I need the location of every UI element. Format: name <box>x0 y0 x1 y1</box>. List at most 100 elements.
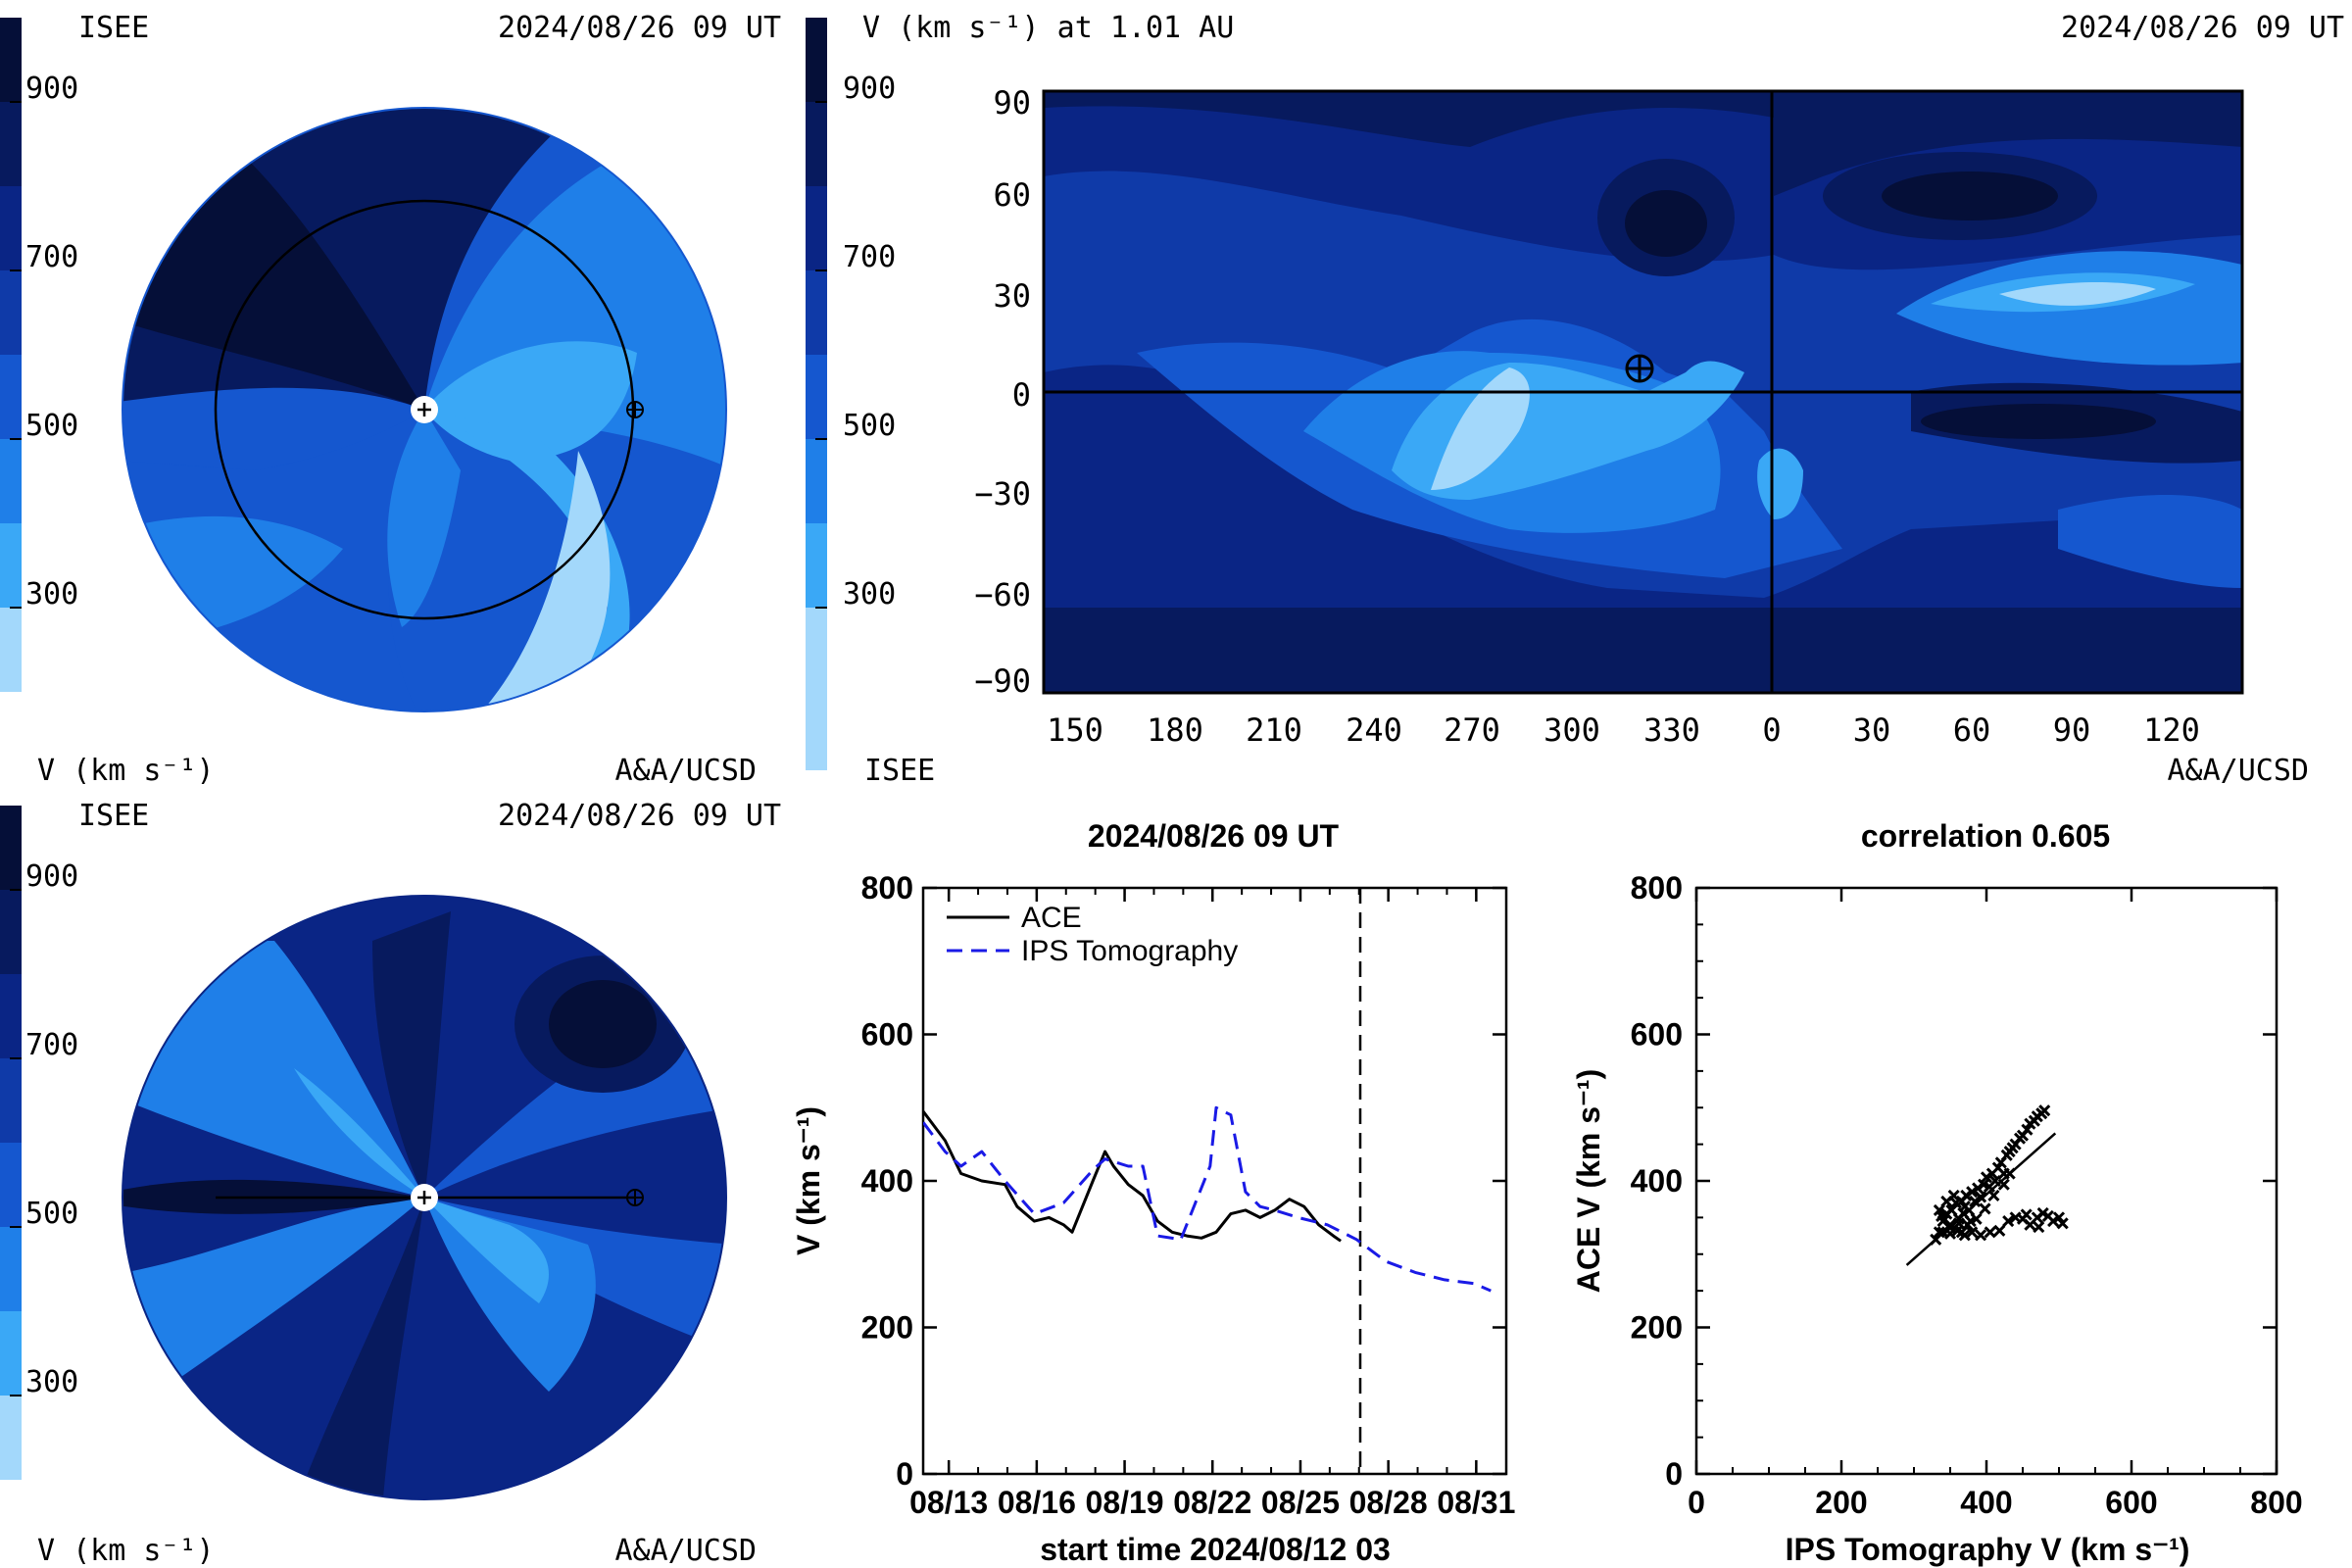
legend-label: IPS Tomography <box>1021 935 1238 967</box>
x-tick-label: 08/13 <box>909 1485 988 1520</box>
time-series-chart: 2024/08/26 09 UT ACE IPS Tomography 0 200… <box>791 818 1515 1567</box>
colorbar-band <box>0 1311 22 1396</box>
x-tick-label: 08/22 <box>1173 1485 1251 1520</box>
lat-tick-label: 60 <box>993 176 1031 214</box>
lon-tick-label: 180 <box>1147 711 1203 749</box>
colorbar-tick-label: 300 <box>843 577 896 612</box>
lat-tick-label: 30 <box>993 277 1031 315</box>
colorbar-band <box>0 355 22 439</box>
scatter-point <box>1936 1209 1948 1222</box>
colorbar-band <box>806 355 827 439</box>
lat-tick-label: −90 <box>974 662 1031 700</box>
colorbar-band <box>0 270 22 355</box>
sun-icon <box>411 396 438 423</box>
scatter-point <box>1952 1217 1965 1230</box>
colorbar-band <box>0 1058 22 1143</box>
legend-label: ACE <box>1021 902 1082 934</box>
y-tick-label: 200 <box>1631 1310 1683 1346</box>
y-tick-label: 400 <box>1631 1163 1683 1199</box>
colorbar-band <box>0 806 22 890</box>
polar-map-top-left: ISEE 2024/08/26 09 UT V (km s⁻¹) A&A <box>37 11 781 788</box>
colorbar-top-left: 900 700 500 300 <box>0 18 78 692</box>
polar-map-bottom-left: ISEE 2024/08/26 09 UT <box>37 799 781 1568</box>
x-tick-label: 08/16 <box>998 1485 1076 1520</box>
scatter-point <box>1993 1224 2006 1237</box>
colorbar-band <box>0 890 22 974</box>
colorbar-band <box>0 523 22 608</box>
scatter-point <box>2003 1167 2016 1180</box>
y-tick-label: 800 <box>1631 870 1683 906</box>
colorbar-tick-label: 900 <box>25 859 78 894</box>
plot-frame <box>921 886 1508 1476</box>
contour-region <box>1999 282 2156 306</box>
lon-tick-label: 30 <box>1853 711 1891 749</box>
colorbar-band <box>806 439 827 523</box>
scatter-point <box>1975 1191 1987 1203</box>
y-axis-label: ACE V (km s⁻¹) <box>1571 1069 1606 1293</box>
y-tick-label: 600 <box>861 1017 913 1053</box>
scatter-point <box>2038 1104 2051 1117</box>
earth-icon <box>626 1189 644 1206</box>
lat-tick-label: −30 <box>974 475 1031 513</box>
scatter-point <box>2020 1208 2033 1221</box>
lon-tick-label: 90 <box>2053 711 2091 749</box>
scatter-point <box>1966 1226 1979 1239</box>
map-title: V (km s⁻¹) at 1.01 AU <box>862 11 1234 45</box>
x-tick-label: 08/28 <box>1349 1485 1428 1520</box>
lon-tick-label: 270 <box>1444 711 1500 749</box>
timestamp-label: 2024/08/26 09 UT <box>498 11 781 45</box>
colorbar-tick-label: 300 <box>25 577 78 612</box>
colorbar-tick-label: 500 <box>25 1197 78 1231</box>
colorbar-band <box>0 974 22 1058</box>
contour-region <box>1044 91 2242 196</box>
colorbar-top-middle: 900 700 500 300 <box>806 18 896 770</box>
scatter-point <box>2047 1215 2060 1228</box>
contour-region <box>387 410 461 627</box>
colorbar-band <box>0 608 22 692</box>
scatter-point <box>1975 1229 1987 1242</box>
lat-tick-label: 0 <box>1012 376 1031 414</box>
scatter-point <box>1997 1178 2010 1191</box>
contour-region <box>294 1198 424 1499</box>
y-axis-label: V (km s⁻¹) <box>791 1106 826 1255</box>
scatter-point <box>1960 1189 1973 1202</box>
scatter-point <box>2056 1217 2069 1230</box>
contour-region <box>549 980 657 1068</box>
colorbar-band <box>0 186 22 270</box>
x-axis-label: start time 2024/08/12 03 <box>1040 1532 1391 1567</box>
contour-region <box>1625 190 1707 257</box>
contour-region <box>372 911 451 1198</box>
colorbar-bottom-left: 900 700 500 300 <box>0 806 78 1480</box>
x-tick-label: 0 <box>1688 1485 1705 1520</box>
colorbar-band <box>806 102 827 186</box>
y-tick-label: 800 <box>861 870 913 906</box>
scatter-point <box>1933 1226 1945 1239</box>
sun-icon <box>411 1184 438 1211</box>
disk-outline <box>122 107 727 712</box>
synoptic-map: V (km s⁻¹) at 1.01 AU 2024/08/26 09 UT <box>862 11 2344 788</box>
scatter-point <box>1947 1189 1960 1202</box>
contour-region <box>1431 368 1530 490</box>
series-line-tomography <box>923 1105 1492 1293</box>
x-axis-label: IPS Tomography V (km s⁻¹) <box>1786 1532 2190 1567</box>
colorbar-tick-label: 500 <box>25 409 78 443</box>
y-tick-label: 600 <box>1631 1017 1683 1053</box>
lon-tick-label: 240 <box>1346 711 1402 749</box>
scatter-point <box>1966 1186 1979 1199</box>
x-tick-label: 08/25 <box>1261 1485 1340 1520</box>
units-label: V (km s⁻¹) <box>37 1534 215 1568</box>
scatter-point <box>2052 1211 2066 1224</box>
scatter-ticks: 0 200 400 600 800 0 200 400 600 800 <box>1631 870 2303 1520</box>
timestamp-label: 2024/08/26 09 UT <box>2061 11 2344 45</box>
disk-outline <box>122 895 727 1500</box>
colorbar-band <box>806 186 827 270</box>
contour-region <box>424 1198 596 1392</box>
legend: ACE IPS Tomography <box>947 902 1238 967</box>
colorbar-tick-label: 700 <box>843 240 896 274</box>
x-tick-label: 800 <box>2250 1485 2302 1520</box>
x-tick-label: 600 <box>2105 1485 2157 1520</box>
contour-region <box>2058 495 2242 588</box>
contour-region <box>127 157 424 410</box>
lon-tick-label: 210 <box>1246 711 1302 749</box>
